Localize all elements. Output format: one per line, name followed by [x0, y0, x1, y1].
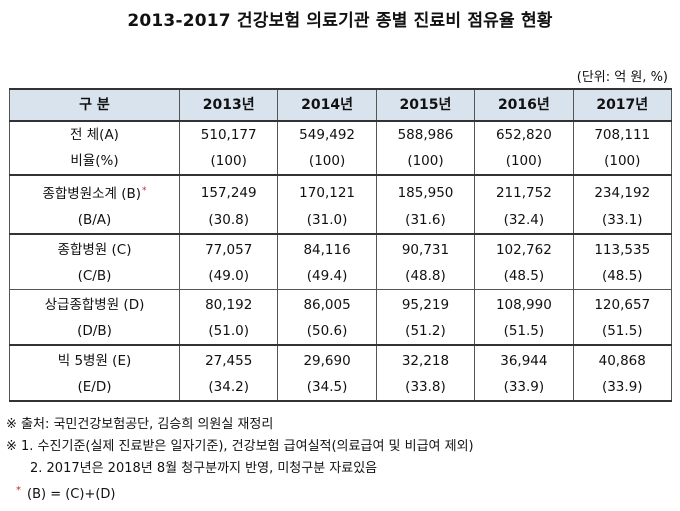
header-year: 2014년 — [277, 88, 377, 122]
row-label: 종합병원소계 (B)* — [9, 175, 180, 207]
table-cell: 108,990 — [474, 289, 574, 318]
source-note: ※ 출처: 국민건강보험공단, 김승희 의원실 재정리 — [6, 417, 274, 432]
table-cell: 86,005 — [277, 289, 377, 318]
table-cell: (100) — [375, 148, 476, 176]
table-cell: 32,218 — [375, 345, 476, 374]
row-label: 비율(%) — [9, 148, 180, 176]
table-cell: (34.2) — [178, 374, 279, 402]
table-row: (B/A) (30.8) (31.0) (31.6) (32.4) (33.1) — [9, 207, 672, 235]
footnote-star: * — [16, 485, 21, 496]
table-cell: (31.0) — [277, 207, 377, 235]
table-row: 빅 5병원 (E) 27,455 29,690 32,218 36,944 40… — [9, 345, 672, 374]
table-cell: (51.5) — [572, 318, 672, 346]
table-row: (E/D) (34.2) (34.5) (33.8) (33.9) (33.9) — [9, 374, 672, 402]
table-cell: 90,731 — [375, 234, 476, 263]
row-label: (C/B) — [9, 263, 180, 290]
table-cell: (33.9) — [474, 374, 574, 402]
table-cell: (51.5) — [474, 318, 574, 346]
table-cell: 84,116 — [277, 234, 377, 263]
table-cell: 708,111 — [572, 121, 672, 148]
table-cell: 77,057 — [178, 234, 279, 263]
header-year: 2015년 — [375, 88, 476, 122]
table-cell: 27,455 — [178, 345, 279, 374]
table-cell: (30.8) — [178, 207, 279, 235]
table-row: (D/B) (51.0) (50.6) (51.2) (51.5) (51.5) — [9, 318, 672, 346]
table-cell: 40,868 — [572, 345, 672, 374]
table-cell: (48.5) — [474, 263, 574, 290]
table-cell: (33.9) — [572, 374, 672, 402]
note-2: 2. 2017년은 2018년 8월 청구분까지 반영, 미청구분 자료있음 — [30, 461, 378, 476]
table-cell: (33.1) — [572, 207, 672, 235]
table-cell: (51.2) — [375, 318, 476, 346]
header-year: 2016년 — [474, 88, 574, 122]
table-row: 비율(%) (100) (100) (100) (100) (100) — [9, 148, 672, 176]
row-label: 전 체(A) — [9, 121, 180, 148]
table-cell: (33.8) — [375, 374, 476, 402]
page-title: 2013-2017 건강보험 의료기관 종별 진료비 점유율 현황 — [127, 11, 553, 31]
table-cell: 170,121 — [277, 175, 377, 207]
table-cell: 29,690 — [277, 345, 377, 374]
notes-section: ※ 출처: 국민건강보험공단, 김승희 의원실 재정리 ※ 1. 수진기준(실제… — [6, 414, 676, 506]
table-cell: 80,192 — [178, 289, 279, 318]
table-cell: (50.6) — [277, 318, 377, 346]
unit-label: (단위: 억 원, %) — [576, 70, 668, 85]
row-label: (D/B) — [9, 318, 180, 346]
table-row: 상급종합병원 (D) 80,192 86,005 95,219 108,990 … — [9, 289, 672, 318]
row-label: (B/A) — [9, 207, 180, 235]
market-share-table: 구 분 2013년 2014년 2015년 2016년 2017년 전 체(A)… — [9, 88, 672, 402]
table-cell: (100) — [474, 148, 574, 176]
table-cell: 113,535 — [572, 234, 672, 263]
row-label: (E/D) — [9, 374, 180, 402]
table-cell: 185,950 — [375, 175, 476, 207]
table-cell: (100) — [572, 148, 672, 176]
table-cell: 652,820 — [474, 121, 574, 148]
footnote-text: (B) = (C)+(D) — [27, 487, 116, 502]
table-cell: 234,192 — [572, 175, 672, 207]
table-cell: (32.4) — [474, 207, 574, 235]
header-year: 2013년 — [178, 88, 279, 122]
row-label: 종합병원 (C) — [9, 234, 180, 263]
table-cell: (31.6) — [375, 207, 476, 235]
table-cell: 510,177 — [178, 121, 279, 148]
table-cell: 120,657 — [572, 289, 672, 318]
table-row: (C/B) (49.0) (49.4) (48.8) (48.5) (48.5) — [9, 263, 672, 290]
table-cell: (48.5) — [572, 263, 672, 290]
table-cell: 549,492 — [277, 121, 377, 148]
table-cell: 102,762 — [474, 234, 574, 263]
table-cell: (100) — [178, 148, 279, 176]
note-1: ※ 1. 수진기준(실제 진료받은 일자기준), 건강보험 급여실적(의료급여 … — [6, 439, 474, 454]
table-row: 종합병원소계 (B)* 157,249 170,121 185,950 211,… — [9, 175, 672, 207]
header-category: 구 분 — [9, 88, 180, 122]
table-cell: (48.8) — [375, 263, 476, 290]
table-cell: (49.0) — [178, 263, 279, 290]
row-label: 상급종합병원 (D) — [9, 289, 180, 318]
table-cell: (51.0) — [178, 318, 279, 346]
table-cell: 95,219 — [375, 289, 476, 318]
table-row: 종합병원 (C) 77,057 84,116 90,731 102,762 11… — [9, 234, 672, 263]
table-cell: (100) — [277, 148, 377, 176]
table-cell: 157,249 — [178, 175, 279, 207]
table-cell: 588,986 — [375, 121, 476, 148]
table-cell: (49.4) — [277, 263, 377, 290]
row-label: 빅 5병원 (E) — [9, 345, 180, 374]
table-cell: (34.5) — [277, 374, 377, 402]
table-cell: 211,752 — [474, 175, 574, 207]
header-year: 2017년 — [572, 88, 672, 122]
row-label-text: 종합병원소계 (B) — [42, 186, 142, 202]
table-row: 전 체(A) 510,177 549,492 588,986 652,820 7… — [9, 121, 672, 148]
table-cell: 36,944 — [474, 345, 574, 374]
header-row: 구 분 2013년 2014년 2015년 2016년 2017년 — [9, 88, 672, 122]
footnote: * (B) = (C)+(D) — [6, 480, 676, 506]
footnote-star-marker: * — [142, 186, 147, 196]
